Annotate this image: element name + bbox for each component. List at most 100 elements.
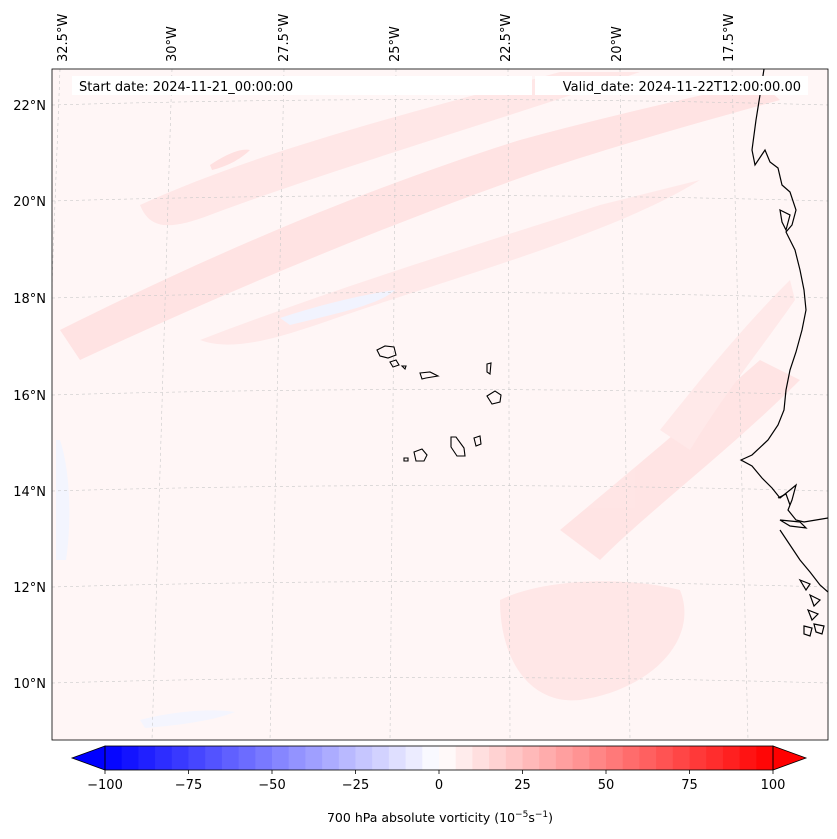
vorticity-band (140, 710, 235, 728)
colorbar-tick-label: 25 (514, 778, 531, 793)
colorbar-tick-label: 50 (598, 778, 615, 793)
colorbar-segment (272, 746, 290, 770)
meridian-17-5w (731, 69, 749, 740)
colorbar-segment (255, 746, 273, 770)
guinea-bissau-coast (779, 529, 828, 593)
colorbar-segment (656, 746, 674, 770)
colorbar-segment (672, 746, 691, 770)
island-fogo (413, 448, 428, 462)
colorbar-segment (489, 746, 507, 770)
vorticity-band (140, 72, 640, 226)
island-santo-antao (376, 345, 397, 359)
valid-date-text: Valid_date: 2024-11-22T12:00:00.00 (563, 80, 801, 95)
africa-coastline (739, 69, 828, 523)
colorbar-segment (105, 746, 123, 770)
island-brava (403, 457, 409, 462)
start-date-text: Start date: 2024-11-21_00:00:00 (79, 80, 293, 95)
lat-label: 16°N (13, 389, 46, 404)
colorbar-segments (105, 746, 774, 770)
colorbar-segment (322, 746, 340, 770)
colorbar-segment (422, 746, 440, 770)
colorbar-extend-max (772, 745, 808, 771)
colorbar-segment (706, 746, 724, 770)
colorbar-segment (472, 746, 490, 770)
colorbar-label-exp2: −1 (535, 810, 548, 820)
colorbar-ticks: −100 −75 −50 −25 0 25 50 75 100 (87, 770, 785, 793)
colorbar-label-exp1: −5 (515, 810, 528, 820)
lat-label: 12°N (13, 581, 46, 596)
vorticity-band (660, 280, 795, 450)
gambia-inlet (779, 519, 808, 529)
colorbar-segment (405, 746, 423, 770)
parallel-14n (52, 485, 828, 492)
island-santiago (450, 436, 466, 457)
colorbar: −100 −75 −50 −25 0 25 50 75 100 700 hPa absolute… (70, 745, 808, 825)
island-boa-vista (486, 390, 502, 405)
latitude-labels: 22°N 20°N 18°N 16°N 14°N 12°N 10°N (13, 99, 46, 692)
colorbar-segment (505, 746, 524, 770)
colorbar-label-main: 700 hPa absolute vorticity (10 (327, 810, 515, 825)
valid-date-box (535, 76, 808, 95)
parallel-18n (52, 292, 828, 299)
longitude-labels: 32.5°W 30°W 27.5°W 25°W 22.5°W 20°W 17.5… (56, 14, 737, 62)
meridian-22-5w (507, 69, 511, 740)
colorbar-tick-label: −50 (258, 778, 285, 793)
colorbar-segment (121, 746, 139, 770)
colorbar-segment (606, 746, 624, 770)
lat-label: 14°N (13, 485, 46, 500)
colorbar-tick-label: 0 (435, 778, 443, 793)
cape-verde-islands (376, 345, 502, 462)
colorbar-segment (238, 746, 256, 770)
guinea-islands (803, 608, 825, 637)
colorbar-segment (188, 746, 206, 770)
colorbar-tick-label: 75 (681, 778, 698, 793)
lon-label: 30°W (165, 26, 180, 62)
island-santa-luzia (400, 365, 407, 371)
colorbar-segment (388, 746, 407, 770)
lat-label: 22°N (13, 99, 46, 114)
parallel-16n (52, 389, 828, 396)
colorbar-segment (689, 746, 707, 770)
island-sao-nicolau (419, 371, 440, 380)
parallel-12n (52, 581, 828, 588)
colorbar-segment (572, 746, 590, 770)
colorbar-label-end: ) (548, 810, 553, 825)
vorticity-band (560, 360, 800, 560)
colorbar-segment (522, 746, 540, 770)
colorbar-tick-label: −100 (87, 778, 123, 793)
meridian-25w (389, 69, 397, 740)
coast-lagoon (779, 208, 791, 232)
vorticity-band (210, 149, 250, 170)
colorbar-segment (372, 746, 390, 770)
colorbar-extend-min (70, 745, 106, 771)
colorbar-segment (221, 746, 240, 770)
colorbar-segment (739, 746, 757, 770)
start-date-box (72, 76, 532, 95)
vorticity-band (200, 180, 700, 345)
lon-label: 27.5°W (277, 14, 292, 62)
island-sal (486, 362, 492, 375)
meridian-20w (619, 69, 631, 740)
colorbar-label-mid: s (528, 810, 535, 825)
colorbar-segment (539, 746, 557, 770)
colorbar-segment (138, 746, 156, 770)
colorbar-segment (288, 746, 306, 770)
vorticity-band (60, 82, 780, 360)
colorbar-segment (722, 746, 741, 770)
lat-label: 10°N (13, 677, 46, 692)
island-sao-vicente (389, 359, 400, 368)
bijagos-islands (798, 578, 822, 608)
map-frame (51, 68, 829, 741)
colorbar-segment (639, 746, 657, 770)
colorbar-tick-label: −75 (175, 778, 202, 793)
graticule (52, 69, 828, 740)
lon-label: 32.5°W (56, 14, 71, 62)
lon-label: 20°W (610, 26, 625, 62)
colorbar-segment (305, 746, 323, 770)
colorbar-segment (756, 746, 774, 770)
colorbar-segment (589, 746, 607, 770)
colorbar-segment (555, 746, 574, 770)
meridian-27-5w (269, 69, 285, 740)
colorbar-tick-label: −25 (342, 778, 369, 793)
